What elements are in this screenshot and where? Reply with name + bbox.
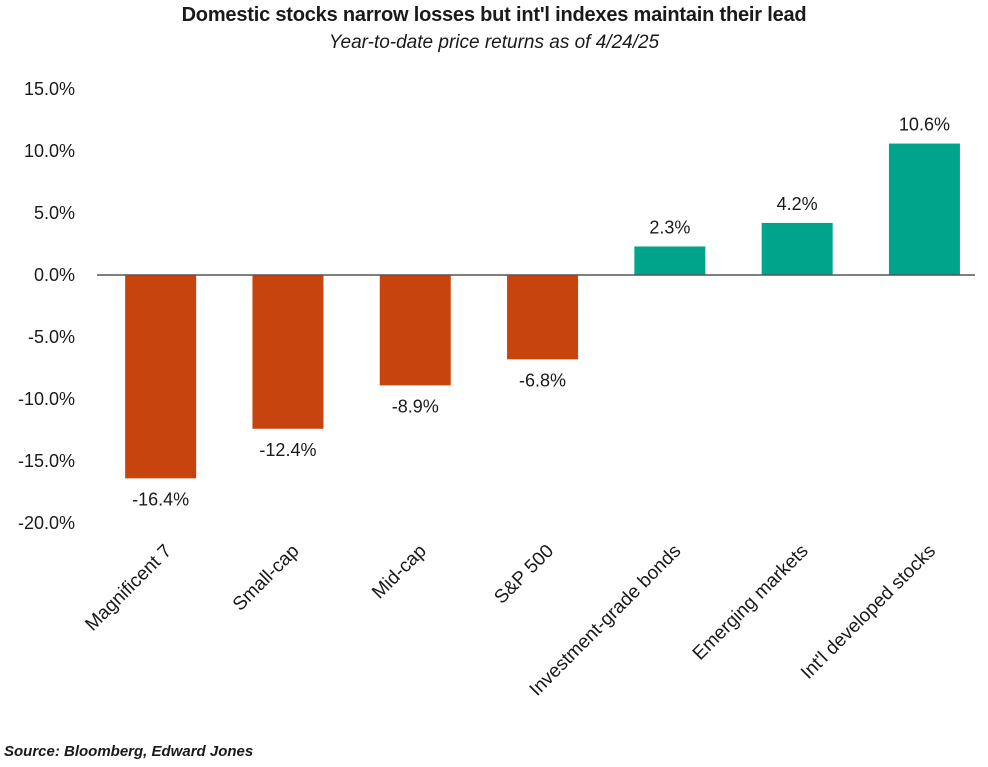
y-tick-label: -20.0% — [18, 513, 75, 533]
bar — [379, 275, 451, 386]
data-label: -8.9% — [392, 396, 439, 416]
y-tick-label: -15.0% — [18, 451, 75, 471]
y-tick-label: -10.0% — [18, 389, 75, 409]
bar — [761, 222, 833, 275]
x-category-label: Emerging markets — [689, 541, 813, 665]
x-category-label: Small-cap — [229, 541, 304, 616]
data-label: -12.4% — [259, 440, 316, 460]
bar — [507, 275, 579, 360]
y-tick-label: 10.0% — [24, 141, 75, 161]
bar — [252, 275, 324, 429]
data-label: 10.6% — [899, 115, 950, 135]
bar — [888, 143, 960, 275]
data-label: -6.8% — [519, 370, 566, 390]
bar-chart: 15.0% 10.0% 5.0% 0.0% -5.0% -10.0% -15.0% -20.0… — [18, 79, 975, 701]
x-category-label: Magnificent 7 — [81, 541, 176, 636]
bar — [634, 246, 706, 275]
bar — [125, 275, 197, 479]
x-category-label: Mid-cap — [368, 541, 431, 604]
data-label: -16.4% — [132, 489, 189, 509]
source-note: Source: Bloomberg, Edward Jones — [4, 743, 254, 760]
y-tick-label: 15.0% — [24, 79, 75, 99]
data-label: 2.3% — [649, 217, 690, 237]
data-label: 4.2% — [777, 194, 818, 214]
x-category-label: S&P 500 — [490, 541, 558, 609]
y-tick-label: -5.0% — [28, 327, 75, 347]
x-category-label: Int'l developed stocks — [797, 541, 940, 684]
y-tick-label: 0.0% — [34, 265, 75, 285]
chart-subtitle: Year-to-date price returns as of 4/24/25 — [328, 32, 660, 53]
y-tick-label: 5.0% — [34, 203, 75, 223]
chart-title: Domestic stocks narrow losses but int'l … — [181, 4, 807, 26]
x-category-label: Investment-grade bonds — [526, 541, 686, 701]
